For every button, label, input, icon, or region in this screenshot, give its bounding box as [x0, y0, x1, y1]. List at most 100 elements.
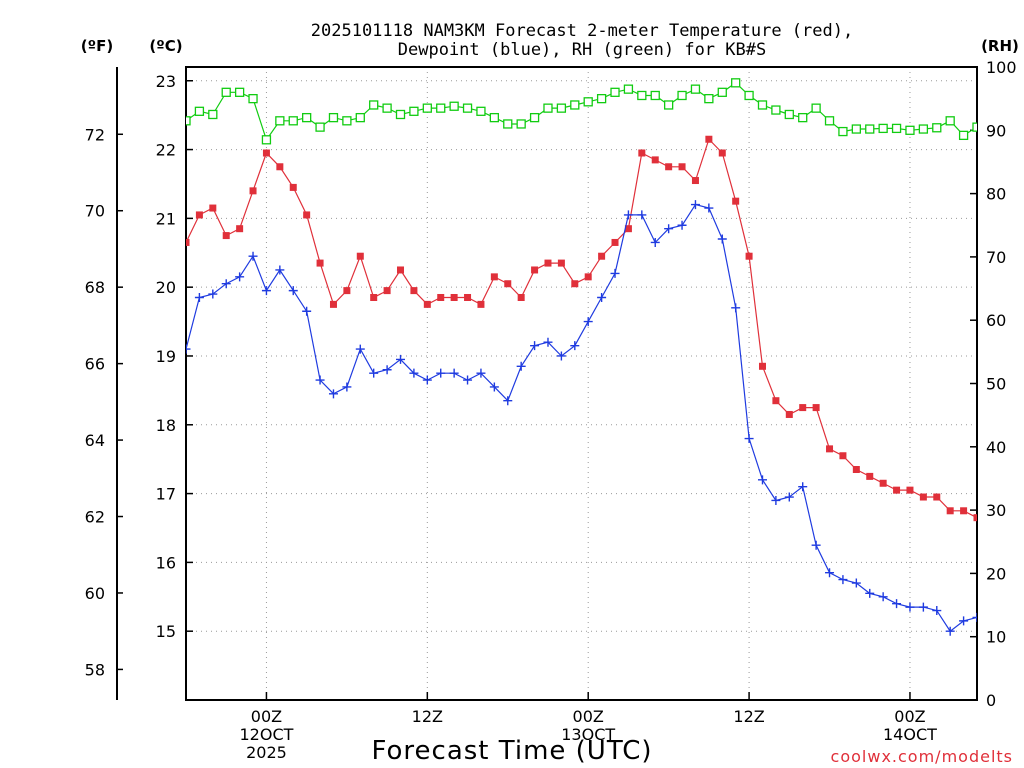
temperature-point	[195, 211, 203, 219]
fahrenheit-tick-label: 58	[85, 660, 105, 679]
rh-tick-label: 0	[986, 691, 996, 710]
rh-tick-label: 30	[986, 501, 1006, 520]
temperature-point	[209, 204, 217, 212]
x-tick-label: 14OCT	[883, 725, 937, 744]
temperature-point	[785, 410, 793, 418]
temperature-point	[638, 149, 646, 157]
dewpoint-point	[637, 210, 647, 220]
rh-point	[194, 106, 205, 116]
rh-tick-label: 10	[986, 628, 1006, 647]
celsius-tick-label: 19	[156, 347, 176, 366]
dewpoint-point	[717, 234, 727, 244]
rh-point	[462, 103, 473, 113]
rh-point	[824, 116, 835, 126]
temperature-point	[517, 293, 525, 301]
rh-point	[650, 90, 660, 101]
rh-point	[570, 100, 580, 110]
dewpoint-point	[610, 268, 620, 278]
dewpoint-point	[784, 492, 794, 502]
celsius-tick-label: 17	[156, 485, 176, 504]
dewpoint-point	[597, 292, 607, 302]
dewpoint-point	[690, 200, 700, 210]
x-tick-label: 00Z	[251, 707, 282, 726]
dewpoint-point	[489, 382, 499, 392]
temperature-point	[745, 252, 753, 260]
temperature-point	[303, 211, 311, 219]
rh-point	[186, 116, 191, 126]
dewpoint-point	[248, 251, 258, 261]
dewpoint-point	[409, 368, 419, 378]
dewpoint-point	[865, 588, 875, 598]
dewpoint-point	[556, 351, 566, 361]
dewpoint-point	[315, 375, 325, 385]
rh-point	[476, 106, 486, 116]
temperature-point	[329, 300, 337, 308]
temperature-point	[718, 149, 726, 157]
rh-point	[623, 84, 634, 94]
rh-point	[757, 100, 768, 110]
temperature-point	[490, 273, 498, 281]
credit-link[interactable]: coolwx.com/modelts	[831, 747, 1013, 766]
temperature-point	[960, 507, 968, 515]
rh-point	[409, 106, 419, 116]
rh-point	[838, 126, 848, 137]
dewpoint-point	[476, 368, 486, 378]
fahrenheit-tick-label: 68	[85, 278, 105, 297]
rh-point	[677, 90, 687, 101]
temperature-point	[423, 300, 431, 308]
temperature-point	[437, 293, 445, 301]
temperature-point	[772, 397, 780, 405]
temperature-point	[343, 287, 351, 295]
rh-point	[945, 116, 955, 126]
rh-point	[784, 109, 794, 120]
rh-point	[918, 124, 929, 134]
rh-point	[288, 116, 298, 126]
dewpoint-point	[355, 344, 365, 354]
temperature-point	[222, 232, 230, 240]
rh-tick-label: 70	[986, 248, 1006, 267]
temperature-point	[289, 183, 297, 191]
rh-tick-label: 20	[986, 564, 1006, 583]
plot-frame	[185, 66, 978, 701]
x-tick-label: 00Z	[573, 707, 604, 726]
rh-point	[851, 124, 861, 134]
dewpoint-point	[757, 475, 767, 485]
temperature-point	[571, 280, 579, 288]
temperature-point	[464, 293, 472, 301]
dewpoint-point	[825, 568, 835, 578]
temperature-point	[946, 507, 954, 515]
temperature-point	[316, 259, 324, 267]
fahrenheit-tick-label: 60	[85, 584, 105, 603]
x-tick-label: 12Z	[412, 707, 443, 726]
rh-point	[798, 112, 808, 123]
temperature-point	[732, 197, 740, 205]
rh-point	[302, 112, 312, 123]
rh-point	[248, 94, 258, 104]
temperature-point	[906, 486, 914, 494]
rh-point	[637, 90, 647, 101]
dewpoint-point	[892, 599, 902, 609]
dewpoint-point	[972, 612, 977, 622]
temperature-point	[450, 293, 458, 301]
dewpoint-point	[261, 286, 271, 296]
rh-point	[731, 78, 741, 88]
dewpoint-point	[328, 389, 338, 399]
dewpoint-point	[583, 317, 593, 327]
temperature-point	[839, 452, 847, 460]
dewpoint-point	[851, 578, 861, 588]
rh-point	[529, 112, 540, 123]
temperature-point	[812, 404, 820, 412]
axes: 15 16 17 18 19 20 21 22 23 58 60 62 64 66 68 70 72 0 10 20 3…	[85, 58, 1017, 762]
rh-point	[355, 112, 365, 123]
fahrenheit-tick-label: 66	[85, 355, 105, 374]
dewpoint-line	[186, 203, 977, 633]
temperature-point	[477, 300, 485, 308]
chart-title-line-1: 2025101118 NAM3KM Forecast 2-meter Tempe…	[311, 21, 853, 41]
rh-unit-label: (RH)	[981, 37, 1019, 55]
temperature-point	[557, 259, 565, 267]
rh-point	[449, 101, 459, 111]
rh-point	[932, 123, 942, 133]
dewpoint-point	[396, 354, 406, 364]
rh-point	[503, 119, 513, 129]
